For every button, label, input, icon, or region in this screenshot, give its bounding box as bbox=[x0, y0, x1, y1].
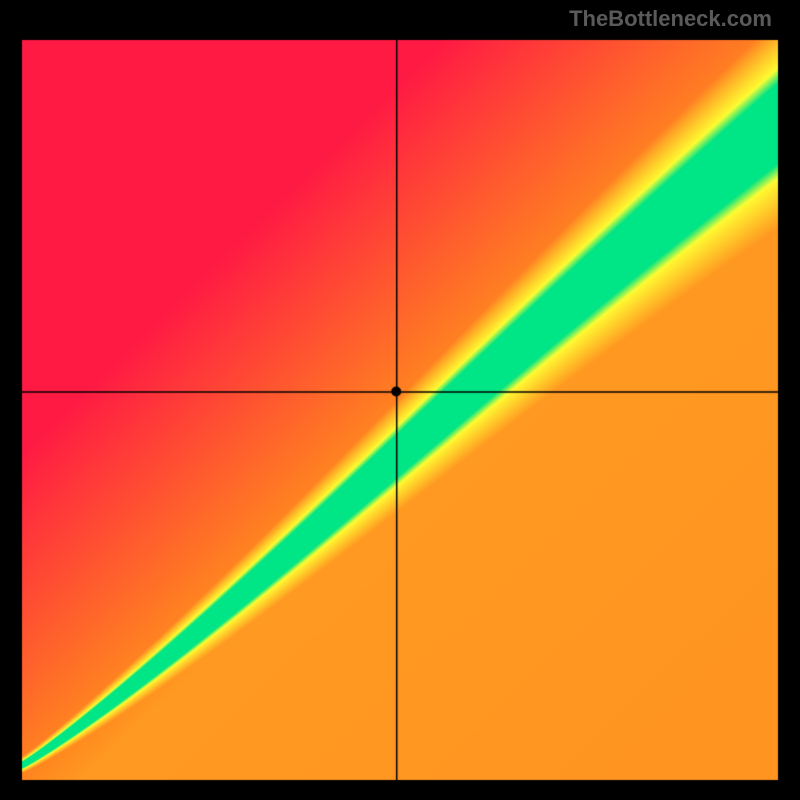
chart-container: TheBottleneck.com bbox=[0, 0, 800, 800]
bottleneck-heatmap bbox=[0, 0, 800, 800]
attribution-watermark: TheBottleneck.com bbox=[569, 6, 772, 32]
